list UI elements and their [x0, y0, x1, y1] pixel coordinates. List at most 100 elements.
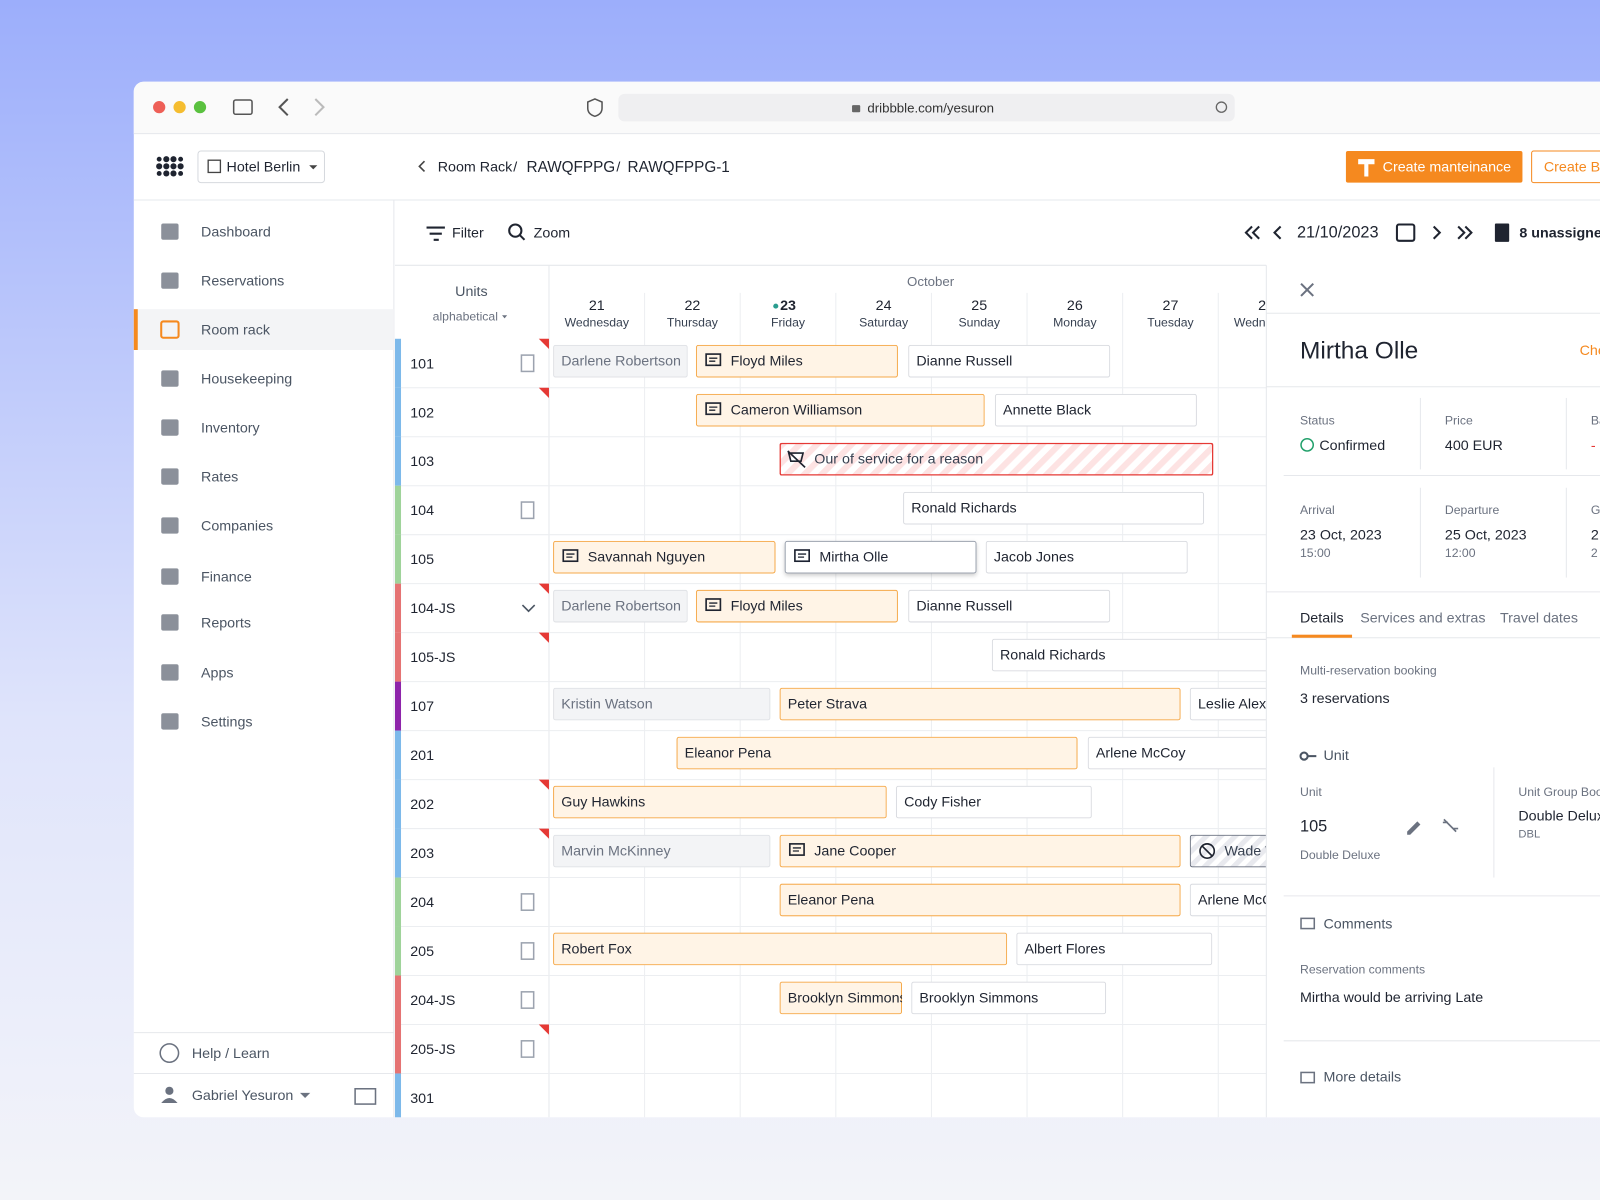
booking-box: [695, 344, 898, 378]
tab[interactable]: Details: [1300, 610, 1344, 626]
booking-guest: Floyd Miles: [731, 599, 803, 615]
help-link[interactable]: Help / Learn: [192, 1046, 270, 1062]
section-title: Unit: [1323, 748, 1348, 764]
unit-color: [394, 436, 402, 486]
more-details[interactable]: More details: [1323, 1070, 1401, 1086]
booking[interactable]: Peter Strava: [779, 687, 1181, 721]
unit-name: 104-JS: [410, 601, 455, 617]
unlink-icon[interactable]: [1442, 818, 1459, 833]
booking[interactable]: Mirtha Olle: [784, 540, 977, 574]
breadcrumb[interactable]: Room Rack: [438, 159, 513, 175]
tab[interactable]: Travel dates: [1500, 610, 1578, 626]
booking[interactable]: Albert Flores: [1016, 932, 1213, 966]
nav-item[interactable]: Housekeeping: [201, 372, 292, 388]
nav-icon: [161, 568, 179, 585]
nav-item[interactable]: Rates: [201, 470, 238, 486]
breadcrumb[interactable]: RAWQFPPG-1: [628, 159, 730, 176]
booking[interactable]: Cody Fisher: [895, 785, 1092, 819]
sort-select[interactable]: alphabetical: [433, 309, 498, 323]
booking[interactable]: Robert Fox: [553, 932, 1008, 966]
booking-guest: Mirtha Olle: [819, 550, 888, 566]
sidebar-toggle[interactable]: [232, 99, 253, 116]
nav-item[interactable]: Apps: [201, 665, 234, 681]
flag: [538, 828, 549, 839]
prev-day[interactable]: [1273, 225, 1282, 240]
edit-icon[interactable]: [1407, 821, 1421, 835]
breadcrumb-back[interactable]: [418, 160, 426, 173]
minimize-dot[interactable]: [173, 101, 186, 114]
unit-name: 202: [410, 797, 434, 813]
out-of-service-icon: [787, 450, 806, 468]
booking[interactable]: Dianne Russell: [908, 344, 1111, 378]
booking[interactable]: Brooklyn Simmons: [779, 981, 907, 1015]
unassigned-button[interactable]: 8 unassigned: [1519, 226, 1600, 242]
door-icon: [520, 1040, 535, 1058]
booking[interactable]: Arlene McCoy: [1087, 736, 1285, 770]
close-panel[interactable]: [1300, 282, 1314, 297]
booking[interactable]: Darlene Robertson: [553, 589, 688, 623]
first-page[interactable]: [1244, 225, 1260, 240]
nav-item[interactable]: Dashboard: [201, 225, 271, 241]
shield-icon[interactable]: [586, 98, 603, 118]
comment-icon: [794, 549, 811, 563]
secondary-button[interactable]: [1531, 150, 1600, 184]
booking[interactable]: Kristin Watson: [553, 687, 771, 721]
reload-icon[interactable]: [1215, 101, 1228, 113]
filter-button[interactable]: Filter: [452, 226, 484, 242]
booking[interactable]: Guy Hawkins: [553, 785, 887, 819]
booking[interactable]: Leslie Alexander: [1189, 687, 1303, 721]
unit-color: [394, 828, 402, 878]
booking[interactable]: Dianne Russell: [908, 589, 1111, 623]
comment-icon: [566, 553, 575, 558]
nav-item[interactable]: Companies: [201, 519, 273, 535]
nav-item[interactable]: Reservations: [201, 274, 284, 290]
booking[interactable]: Wade Warren: [1189, 834, 1311, 868]
breadcrumb[interactable]: RAWQFPPG: [527, 159, 616, 176]
booking[interactable]: Floyd Miles: [695, 344, 898, 378]
booking[interactable]: Marvin McKinney: [553, 834, 771, 868]
back-button[interactable]: [278, 98, 289, 117]
date-input[interactable]: 21/10/2023: [1297, 224, 1379, 242]
booking[interactable]: Jacob Jones: [985, 540, 1188, 574]
tab[interactable]: Services and extras: [1360, 610, 1485, 626]
unit-color: [394, 485, 402, 535]
booking-guest: Darlene Robertson: [561, 354, 681, 370]
booking[interactable]: Our of service for a reason: [779, 442, 1214, 476]
gift-icon[interactable]: [354, 1088, 377, 1105]
booking[interactable]: Cameron Williamson: [695, 393, 985, 427]
booking-box: [676, 736, 1078, 770]
booking[interactable]: Annette Black: [994, 393, 1197, 427]
nav-item[interactable]: Finance: [201, 570, 252, 586]
calendar-icon[interactable]: [1395, 223, 1416, 242]
booking[interactable]: Darlene Robertson: [553, 344, 688, 378]
booking-guest: Arlene McCoy: [1096, 746, 1186, 762]
zoom-button[interactable]: Zoom: [534, 226, 570, 242]
nav-item[interactable]: Reports: [201, 615, 251, 631]
booking[interactable]: Savannah Nguyen: [553, 540, 776, 574]
primary-button[interactable]: [1345, 151, 1523, 183]
zoom-dot[interactable]: [193, 101, 207, 114]
forward-button[interactable]: [314, 98, 325, 117]
close-dot[interactable]: [153, 101, 166, 114]
booking[interactable]: Floyd Miles: [695, 589, 898, 623]
nav-item[interactable]: Inventory: [201, 421, 261, 437]
booking[interactable]: Eleanor Pena: [779, 883, 1181, 917]
booking[interactable]: Jane Cooper: [779, 834, 1181, 868]
booking[interactable]: Eleanor Pena: [676, 736, 1078, 770]
unit-name: 204-JS: [410, 993, 455, 1009]
check-in-button[interactable]: Check in: [1580, 343, 1600, 359]
booking[interactable]: Brooklyn Simmons: [911, 981, 1107, 1015]
hotel-select[interactable]: [197, 150, 325, 184]
last-page[interactable]: [1457, 225, 1473, 240]
nav-item[interactable]: Settings: [201, 714, 253, 730]
url-bar[interactable]: [618, 93, 1235, 122]
nav-icon: [161, 713, 179, 730]
booking[interactable]: Ronald Richards: [991, 638, 1285, 672]
booking[interactable]: Ronald Richards: [903, 491, 1205, 525]
comment-icon: [792, 847, 802, 852]
nav-item[interactable]: Room rack: [201, 323, 271, 339]
booking[interactable]: Arlene McCoy: [1189, 883, 1288, 917]
user-name[interactable]: Gabriel Yesuron: [192, 1088, 294, 1104]
next-day[interactable]: [1432, 225, 1442, 240]
expand-chevron[interactable]: [521, 604, 536, 613]
